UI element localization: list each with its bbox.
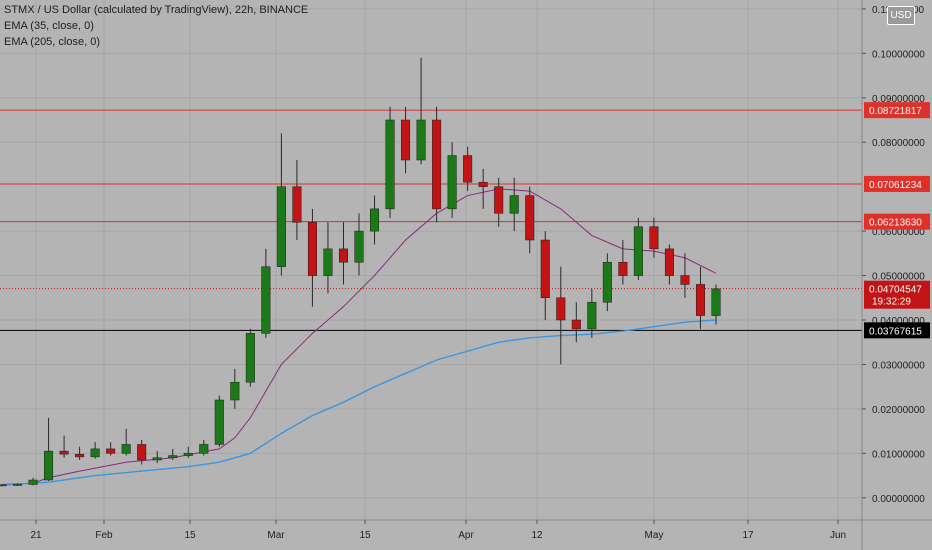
- candle-body: [214, 399, 224, 445]
- price-tick-label: 0.05000000: [872, 272, 925, 283]
- level-badge: [864, 213, 930, 230]
- candle-body: [618, 261, 628, 276]
- time-tick-label: Mar: [267, 530, 285, 541]
- ema-35-line: [1, 188, 717, 485]
- candle-body: [230, 381, 240, 401]
- candle-body: [494, 186, 504, 214]
- time-tick-label: 17: [742, 530, 754, 541]
- time-tick-label: May: [645, 530, 664, 541]
- level-badge: [864, 322, 930, 339]
- chart-legend: STMX / US Dollar (calculated by TradingV…: [4, 2, 308, 50]
- time-tick-label: Feb: [95, 530, 113, 541]
- level-badge: [864, 102, 930, 119]
- legend-symbol[interactable]: STMX / US Dollar (calculated by TradingV…: [4, 4, 309, 16]
- candle-body: [261, 266, 271, 334]
- candle-body: [90, 448, 100, 458]
- candle-body: [463, 155, 473, 183]
- candle-body: [416, 119, 426, 161]
- legend-ema-35[interactable]: EMA (35, close, 0): [4, 20, 94, 32]
- price-tick-label: 0.01000000: [872, 449, 925, 460]
- candle-body: [307, 221, 317, 276]
- candle-body: [695, 284, 705, 316]
- candle-body: [106, 448, 116, 454]
- level-badge-label: 0.08721817: [869, 106, 922, 117]
- price-tick-label: 0.09000000: [872, 94, 925, 105]
- current-price-badge: [864, 280, 930, 309]
- candle-body: [587, 301, 597, 330]
- candle-body: [152, 457, 162, 461]
- candle-body: [59, 450, 69, 455]
- candle-body: [649, 226, 659, 250]
- price-tick-label: 0.06000000: [872, 227, 925, 238]
- candle-body: [75, 453, 85, 458]
- candle-body: [28, 479, 38, 485]
- candle-body: [447, 155, 457, 210]
- price-tick-label: 0.10000000: [872, 49, 925, 60]
- candle-body: [199, 444, 209, 454]
- candle-body: [571, 319, 581, 330]
- candle-body: [292, 186, 302, 223]
- candle-body: [525, 195, 535, 241]
- candle-body: [556, 297, 566, 321]
- current-price-label: 0.04704547: [869, 285, 922, 296]
- level-badge-label: 0.07061234: [869, 180, 922, 191]
- candle-body: [680, 275, 690, 285]
- candle-body: [401, 119, 411, 161]
- time-tick-label: 15: [359, 530, 371, 541]
- price-tick-label: 0.02000000: [872, 405, 925, 416]
- candle-body: [323, 248, 333, 276]
- candle-body: [711, 288, 721, 316]
- candle-body: [168, 455, 178, 459]
- candle-body: [338, 248, 348, 263]
- candle-body: [664, 248, 674, 276]
- candle-body: [602, 261, 612, 303]
- price-tick-label: 0.03000000: [872, 360, 925, 371]
- candle-body: [354, 230, 364, 263]
- price-tick-label: 0.04000000: [872, 316, 925, 327]
- candle-body: [137, 444, 147, 461]
- legend-ema-205[interactable]: EMA (205, close, 0): [4, 36, 100, 48]
- candle-body: [633, 226, 643, 276]
- candle-body: [44, 450, 54, 481]
- time-tick-label: 21: [30, 530, 42, 541]
- candle-body: [121, 444, 131, 454]
- ema-205-line: [1, 319, 717, 487]
- candle-body: [370, 208, 380, 232]
- candle-body: [0, 484, 7, 487]
- candle-body: [540, 239, 550, 299]
- level-badge: [864, 175, 930, 192]
- time-tick-label: 12: [531, 530, 543, 541]
- level-badge-label: 0.03767615: [869, 326, 922, 337]
- time-tick-label: Jun: [830, 530, 846, 541]
- candle-body: [432, 119, 442, 210]
- currency-badge[interactable]: USD: [887, 6, 915, 25]
- candle-body: [245, 333, 255, 383]
- candle-body: [276, 186, 286, 267]
- candle-body: [385, 119, 395, 210]
- candle-body: [13, 484, 23, 486]
- candle-body: [478, 181, 488, 187]
- candle-body: [183, 453, 193, 456]
- time-tick-label: 15: [184, 530, 196, 541]
- candle-body: [509, 195, 519, 214]
- price-tick-label: 0.08000000: [872, 138, 925, 149]
- level-badge-label: 0.06213630: [869, 218, 922, 229]
- countdown-label: 19:32:29: [872, 297, 911, 308]
- price-tick-label: 0.00000000: [872, 494, 925, 505]
- time-tick-label: Apr: [458, 530, 474, 541]
